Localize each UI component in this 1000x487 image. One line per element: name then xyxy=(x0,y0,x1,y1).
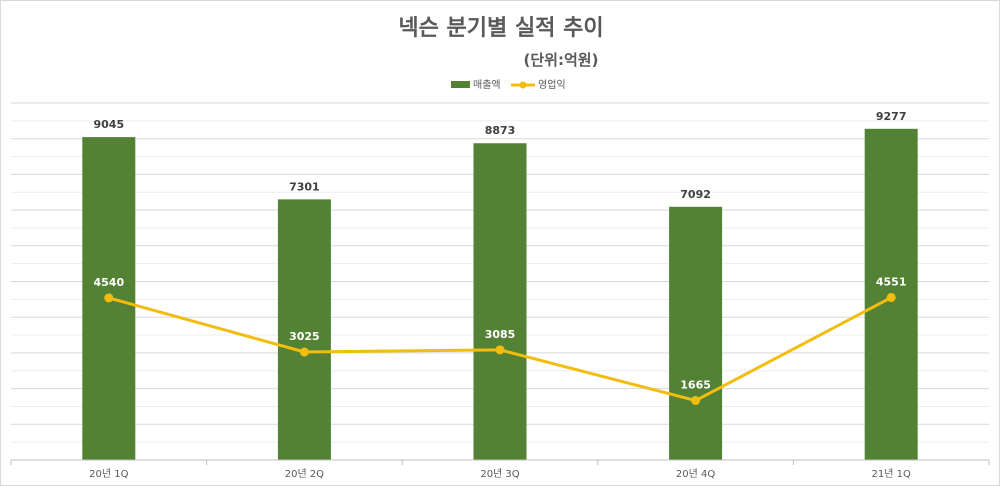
bar-value-label: 7301 xyxy=(289,180,320,193)
x-axis: 20년 1Q 20년 2Q 20년 3Q 20년 4Q 21년 1Q xyxy=(10,459,990,480)
line-series xyxy=(104,293,896,406)
bar-value-label: 9277 xyxy=(876,110,907,123)
op-profit-point xyxy=(886,293,896,303)
bar-4 xyxy=(669,206,723,460)
bar-3 xyxy=(473,143,527,461)
bar-value-label: 8873 xyxy=(485,124,516,137)
bar-2 xyxy=(277,199,331,460)
chart-title: 넥슨 분기별 실적 추이 xyxy=(398,16,603,41)
legend-swatch-op-profit-marker xyxy=(519,81,527,89)
bar-value-label: 9045 xyxy=(93,118,124,131)
legend-swatch-revenue xyxy=(451,81,470,88)
x-tick-label: 21년 1Q xyxy=(872,468,911,480)
op-profit-value-label: 1665 xyxy=(680,379,711,392)
op-profit-value-label: 3085 xyxy=(485,328,516,341)
legend-label-revenue: 매출액 xyxy=(473,79,501,91)
op-profit-point xyxy=(299,347,309,357)
bar-series xyxy=(82,128,918,461)
chart-subtitle: (단위:억원) xyxy=(524,51,599,69)
data-labels: 9045 7301 8873 7092 9277 4540 3025 3085 1665 4551 xyxy=(93,110,906,392)
op-profit-point xyxy=(691,396,701,406)
x-tick-label: 20년 4Q xyxy=(676,468,715,480)
x-tick-label: 20년 2Q xyxy=(285,468,324,480)
x-tick-label: 20년 3Q xyxy=(480,468,519,480)
bar-value-label: 7092 xyxy=(680,188,711,201)
op-profit-value-label: 4551 xyxy=(876,276,907,289)
legend: 매출액 영업익 xyxy=(451,78,566,91)
op-profit-value-label: 3025 xyxy=(289,330,320,343)
op-profit-point xyxy=(495,345,505,355)
x-tick-label: 20년 1Q xyxy=(89,468,128,480)
legend-label-op-profit: 영업익 xyxy=(538,78,566,91)
op-profit-point xyxy=(104,293,114,303)
op-profit-value-label: 4540 xyxy=(93,276,124,289)
